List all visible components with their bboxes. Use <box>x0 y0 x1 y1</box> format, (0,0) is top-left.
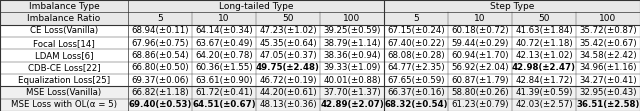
Bar <box>0 0 640 12</box>
Text: 42.84(±1.72): 42.84(±1.72) <box>515 76 573 85</box>
Text: 47.05(±0.37): 47.05(±0.37) <box>259 51 317 60</box>
Text: 10: 10 <box>218 14 230 23</box>
Text: MSE Loss(Vanilla): MSE Loss(Vanilla) <box>26 88 102 97</box>
Text: 67.40(±0.22): 67.40(±0.22) <box>387 39 445 48</box>
Text: 39.33(±1.09): 39.33(±1.09) <box>323 63 381 72</box>
Text: 36.51(±2.58): 36.51(±2.58) <box>576 100 640 109</box>
Bar <box>0 49 640 62</box>
Text: Step Type: Step Type <box>490 2 534 11</box>
Text: 68.94(±0.11): 68.94(±0.11) <box>131 26 189 35</box>
Text: 64.77(±2.35): 64.77(±2.35) <box>387 63 445 72</box>
Text: 67.15(±0.24): 67.15(±0.24) <box>387 26 445 35</box>
Text: 49.75(±2.48): 49.75(±2.48) <box>256 63 320 72</box>
Text: 5: 5 <box>157 14 163 23</box>
Text: 68.08(±0.28): 68.08(±0.28) <box>387 51 445 60</box>
Text: 58.80(±0.26): 58.80(±0.26) <box>451 88 509 97</box>
Text: 61.23(±0.79): 61.23(±0.79) <box>451 100 509 109</box>
Text: Imbalance Ratio: Imbalance Ratio <box>28 14 100 23</box>
Bar <box>0 86 640 99</box>
Text: 10: 10 <box>474 14 486 23</box>
Text: 42.03(±2.57): 42.03(±2.57) <box>515 100 573 109</box>
Text: CDB-CE Loss[22]: CDB-CE Loss[22] <box>28 63 100 72</box>
Text: 66.37(±0.16): 66.37(±0.16) <box>387 88 445 97</box>
Text: 32.95(±0.43): 32.95(±0.43) <box>579 88 637 97</box>
Text: 41.39(±0.59): 41.39(±0.59) <box>515 88 573 97</box>
Bar <box>0 74 640 86</box>
Text: 59.44(±0.29): 59.44(±0.29) <box>451 39 509 48</box>
Text: 37.70(±1.37): 37.70(±1.37) <box>323 88 381 97</box>
Bar <box>0 37 640 49</box>
Text: 69.37(±0.06): 69.37(±0.06) <box>131 76 189 85</box>
Text: 68.86(±0.54): 68.86(±0.54) <box>131 51 189 60</box>
Text: Focal Loss[14]: Focal Loss[14] <box>33 39 95 48</box>
Text: 45.35(±0.64): 45.35(±0.64) <box>259 39 317 48</box>
Text: 5: 5 <box>413 14 419 23</box>
Text: 35.42(±0.67): 35.42(±0.67) <box>579 39 637 48</box>
Text: 100: 100 <box>344 14 360 23</box>
Text: CE Loss(Vanilla): CE Loss(Vanilla) <box>30 26 98 35</box>
Text: 38.36(±0.94): 38.36(±0.94) <box>323 51 381 60</box>
Text: 100: 100 <box>600 14 616 23</box>
Bar <box>0 25 640 37</box>
Text: 61.72(±0.41): 61.72(±0.41) <box>195 88 253 97</box>
Text: 41.63(±1.84): 41.63(±1.84) <box>515 26 573 35</box>
Text: 48.13(±0.36): 48.13(±0.36) <box>259 100 317 109</box>
Text: 60.94(±1.70): 60.94(±1.70) <box>451 51 509 60</box>
Text: 66.82(±1.18): 66.82(±1.18) <box>131 88 189 97</box>
Text: 67.65(±0.59): 67.65(±0.59) <box>387 76 445 85</box>
Text: 44.20(±0.61): 44.20(±0.61) <box>259 88 317 97</box>
Text: 63.61(±0.90): 63.61(±0.90) <box>195 76 253 85</box>
Text: Imbalance Type: Imbalance Type <box>29 2 99 11</box>
Text: 64.51(±0.67): 64.51(±0.67) <box>192 100 256 109</box>
Text: 60.36(±1.55): 60.36(±1.55) <box>195 63 253 72</box>
Text: LDAM Loss[6]: LDAM Loss[6] <box>35 51 93 60</box>
Text: 56.92(±2.04): 56.92(±2.04) <box>451 63 509 72</box>
Text: 46.72(±0.19): 46.72(±0.19) <box>259 76 317 85</box>
Text: 42.89(±2.07): 42.89(±2.07) <box>320 100 384 109</box>
Text: 60.87(±1.79): 60.87(±1.79) <box>451 76 509 85</box>
Text: 60.18(±0.72): 60.18(±0.72) <box>451 26 509 35</box>
Bar <box>0 62 640 74</box>
Text: MSE Loss with OL(α = 5): MSE Loss with OL(α = 5) <box>11 100 117 109</box>
Text: 69.40(±0.53): 69.40(±0.53) <box>128 100 192 109</box>
Text: 40.01(±0.88): 40.01(±0.88) <box>323 76 381 85</box>
Text: 50: 50 <box>282 14 294 23</box>
Text: 38.79(±1.14): 38.79(±1.14) <box>323 39 381 48</box>
Text: 34.96(±1.16): 34.96(±1.16) <box>579 63 637 72</box>
Text: 42.13(±1.02): 42.13(±1.02) <box>515 51 573 60</box>
Text: 47.23(±1.02): 47.23(±1.02) <box>259 26 317 35</box>
Bar <box>0 99 640 111</box>
Text: 50: 50 <box>538 14 550 23</box>
Text: 39.25(±0.59): 39.25(±0.59) <box>323 26 381 35</box>
Text: 68.32(±0.54): 68.32(±0.54) <box>384 100 448 109</box>
Text: 42.98(±2.47): 42.98(±2.47) <box>512 63 576 72</box>
Text: 66.80(±0.50): 66.80(±0.50) <box>131 63 189 72</box>
Text: 34.58(±2.42): 34.58(±2.42) <box>579 51 637 60</box>
Text: 67.96(±0.75): 67.96(±0.75) <box>131 39 189 48</box>
Bar <box>0 12 640 25</box>
Text: Equalization Loss[25]: Equalization Loss[25] <box>18 76 110 85</box>
Text: 63.67(±0.49): 63.67(±0.49) <box>195 39 253 48</box>
Text: 40.72(±1.18): 40.72(±1.18) <box>515 39 573 48</box>
Text: 34.27(±0.41): 34.27(±0.41) <box>579 76 637 85</box>
Text: Long-tailed Type: Long-tailed Type <box>219 2 293 11</box>
Text: 64.14(±0.34): 64.14(±0.34) <box>195 26 253 35</box>
Text: 64.20(±0.78): 64.20(±0.78) <box>195 51 253 60</box>
Text: 35.72(±0.87): 35.72(±0.87) <box>579 26 637 35</box>
